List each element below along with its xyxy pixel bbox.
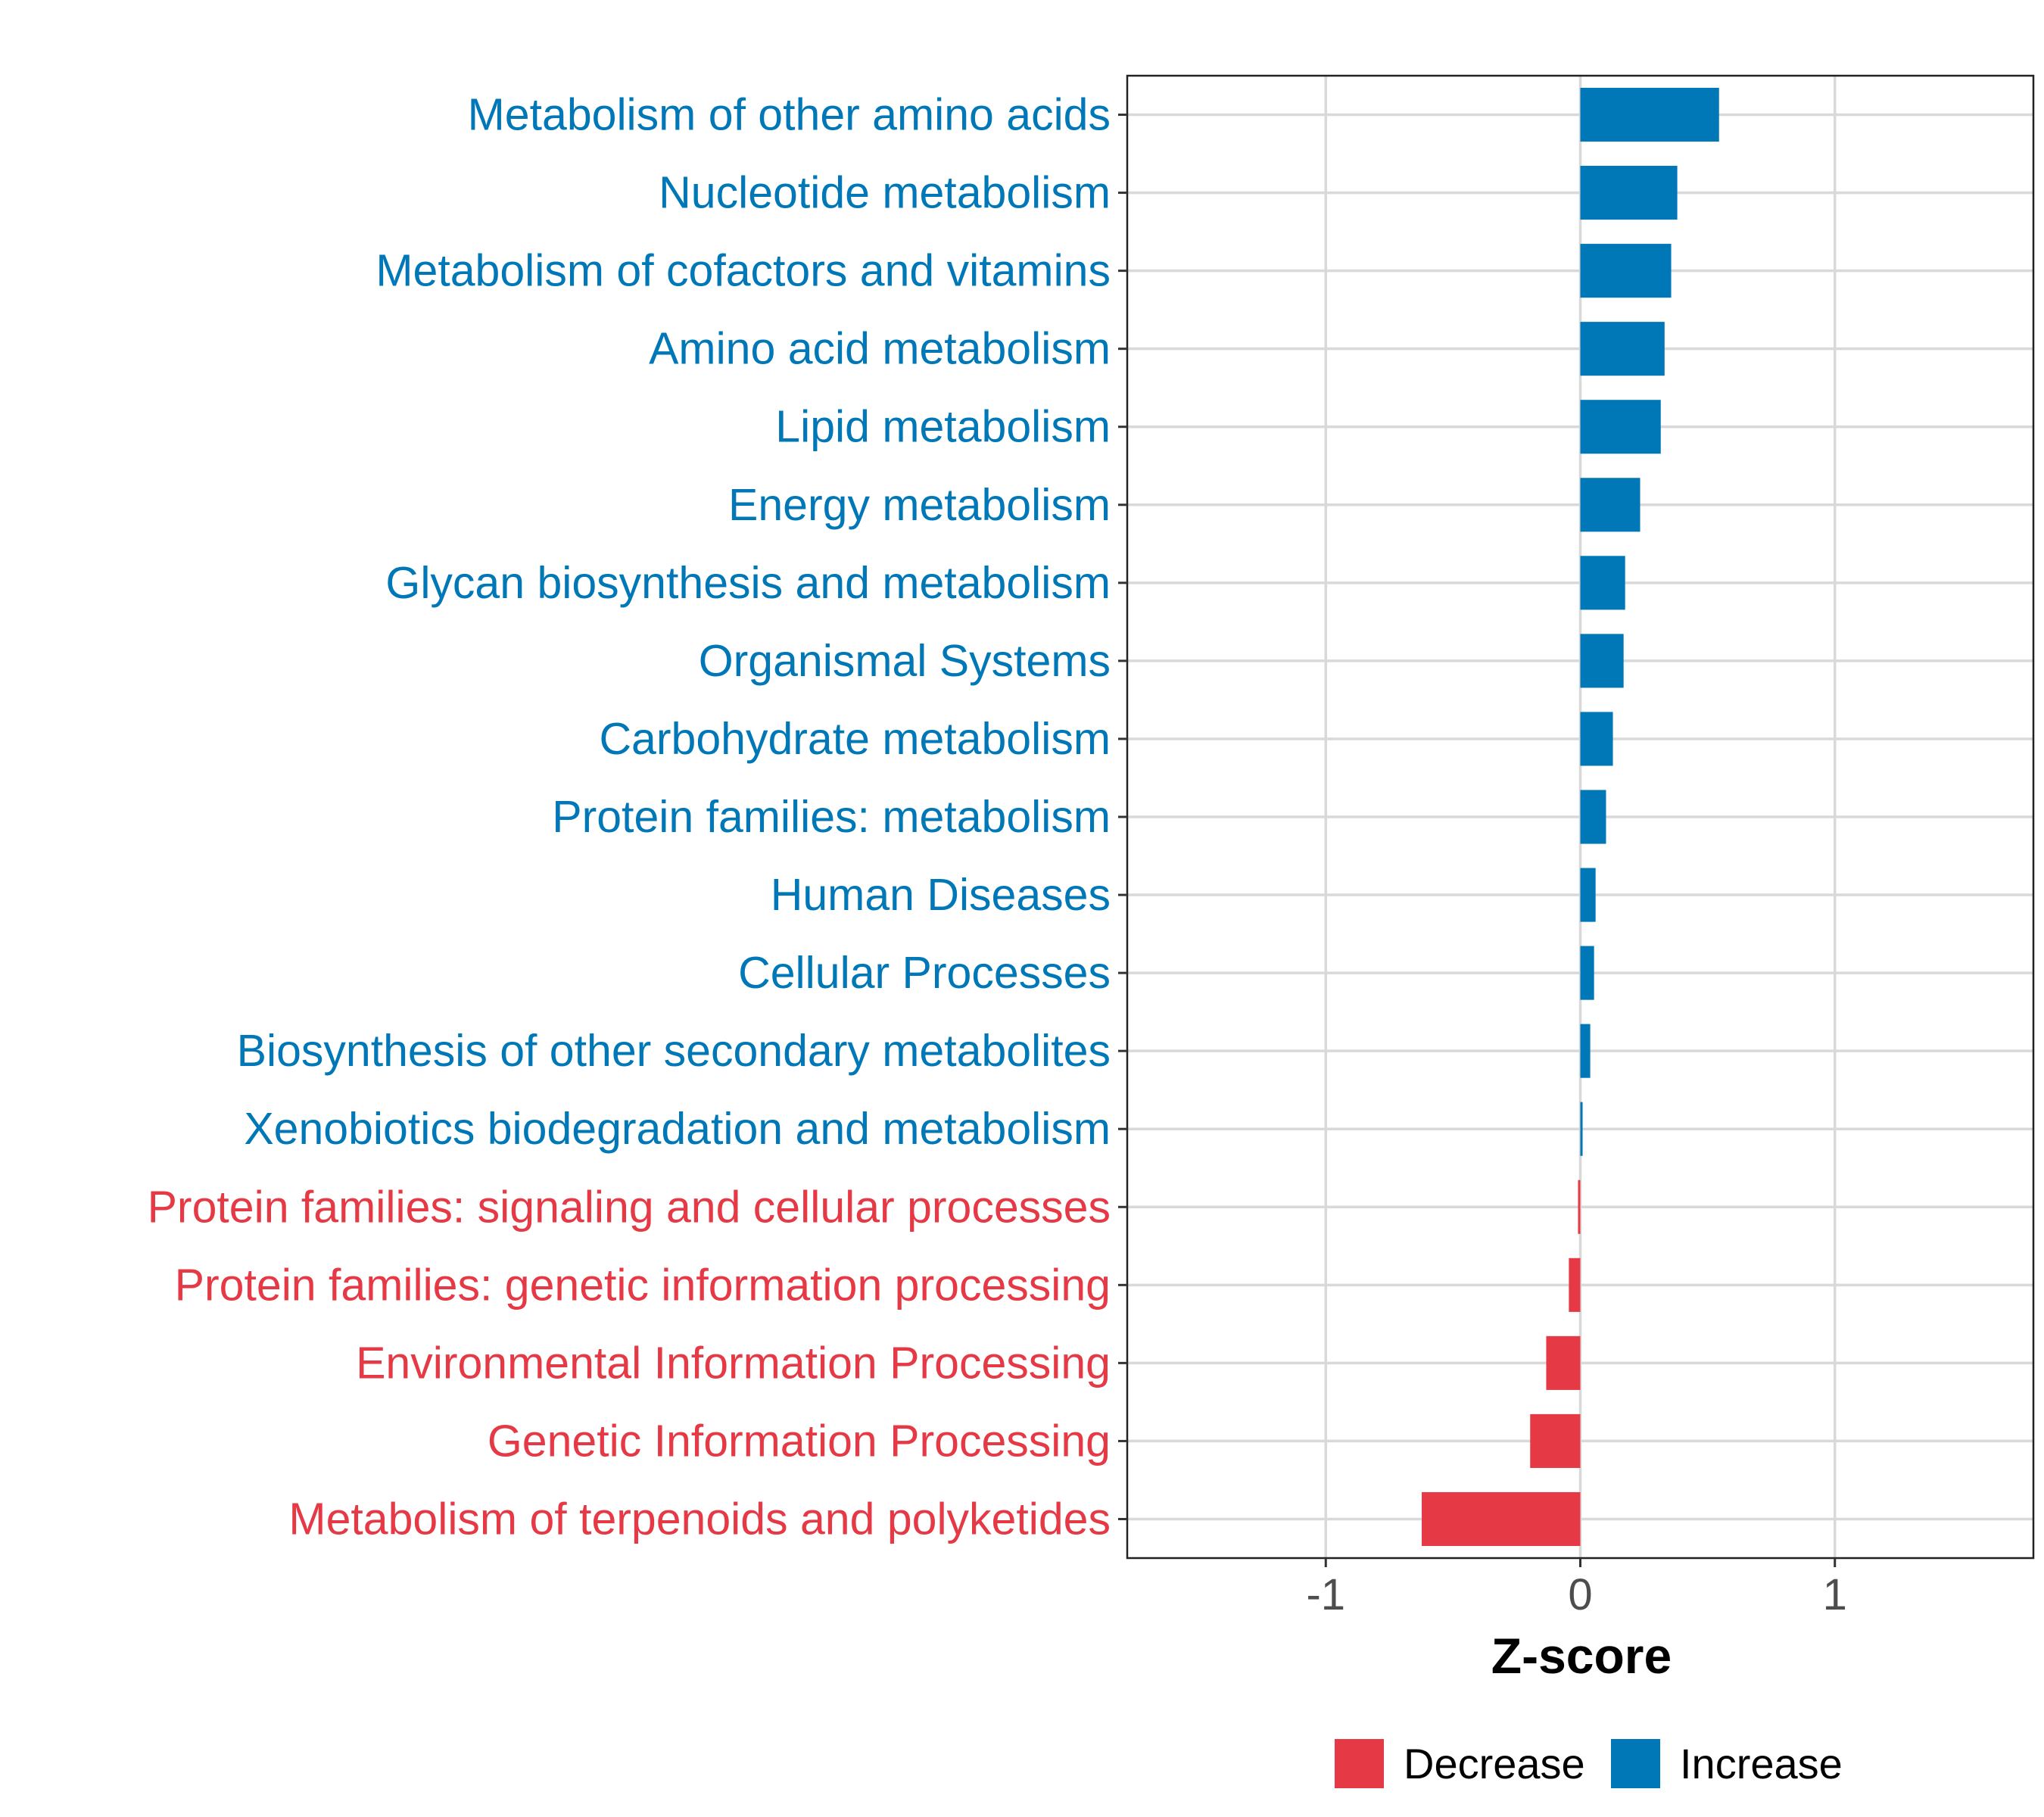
bar: [1580, 712, 1613, 766]
bar: [1580, 166, 1678, 220]
bar: [1580, 868, 1596, 922]
x-axis-title: Z-score: [1491, 1628, 1672, 1684]
category-label: Lipid metabolism: [775, 402, 1111, 452]
category-label: Protein families: signaling and cellular…: [148, 1182, 1111, 1232]
bar: [1580, 478, 1640, 532]
category-label: Biosynthesis of other secondary metaboli…: [237, 1026, 1111, 1076]
bar: [1580, 556, 1625, 610]
bar: [1580, 790, 1606, 844]
x-tick-label: -1: [1306, 1570, 1345, 1619]
bar: [1580, 244, 1672, 298]
bar: [1546, 1335, 1581, 1390]
legend-label: Decrease: [1404, 1740, 1585, 1787]
category-label: Metabolism of terpenoids and polyketides: [288, 1494, 1111, 1544]
category-label: Human Diseases: [771, 870, 1111, 920]
bar: [1569, 1258, 1581, 1312]
category-label: Protein families: metabolism: [552, 792, 1111, 842]
category-label: Metabolism of cofactors and vitamins: [375, 246, 1111, 296]
legend: Decrease Increase: [1335, 1739, 1843, 1788]
bar: [1580, 400, 1661, 454]
bar: [1580, 946, 1594, 1000]
bar: [1422, 1491, 1581, 1547]
category-label: Environmental Information Processing: [356, 1338, 1111, 1388]
category-label: Carbohydrate metabolism: [599, 714, 1111, 764]
category-label: Protein families: genetic information pr…: [175, 1260, 1111, 1310]
category-label: Xenobiotics biodegradation and metabolis…: [244, 1104, 1111, 1154]
bar: [1530, 1413, 1581, 1468]
category-label: Cellular Processes: [738, 948, 1111, 998]
bars: [1422, 87, 1719, 1547]
bar: [1580, 634, 1624, 688]
category-label: Metabolism of other amino acids: [468, 90, 1111, 140]
legend-swatch-increase: [1611, 1739, 1660, 1788]
bar: [1580, 1102, 1583, 1156]
legend-swatch-decrease: [1335, 1739, 1384, 1788]
bar: [1580, 87, 1719, 142]
bar: [1578, 1180, 1581, 1234]
bar: [1580, 322, 1665, 376]
bar: [1580, 1024, 1591, 1078]
x-tick-label: 0: [1568, 1570, 1592, 1619]
x-axis-ticks: -1 0 1: [1306, 1558, 1847, 1619]
category-label: Nucleotide metabolism: [659, 168, 1111, 218]
category-label: Genetic Information Processing: [488, 1416, 1111, 1466]
category-label: Organismal Systems: [699, 636, 1111, 686]
category-labels: Metabolism of other amino acids Nucleotid…: [148, 90, 1127, 1544]
category-label: Glycan biosynthesis and metabolism: [385, 558, 1111, 608]
category-label: Energy metabolism: [728, 480, 1111, 530]
legend-label: Increase: [1680, 1740, 1843, 1787]
x-tick-label: 1: [1823, 1570, 1847, 1619]
category-label: Amino acid metabolism: [649, 324, 1111, 374]
